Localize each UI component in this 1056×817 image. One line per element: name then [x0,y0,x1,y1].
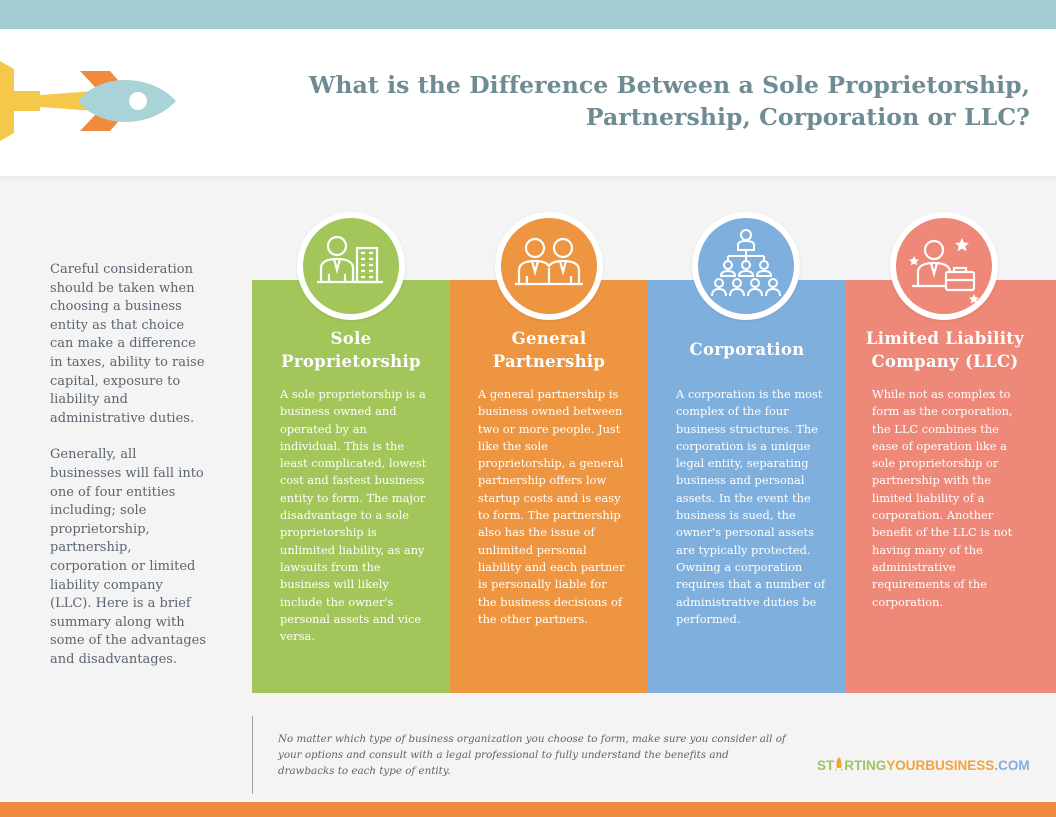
card-corporation: Corporation A corporation is the most co… [648,280,846,693]
header: What is the Difference Between a Sole Pr… [0,29,1056,176]
brand-part-4: BUSINESS [925,758,995,773]
card-title-line-2: Company (LLC) [871,352,1019,371]
card-body: A general partnership is business owned … [478,387,625,626]
entity-cards: Sole Proprietorship A sole proprietorshi… [252,280,1056,693]
card-llc: Limited Liability Company (LLC) While no… [846,280,1056,693]
card-title: Limited Liability Company (LLC) [846,327,1056,373]
card-body: A corporation is the most complex of the… [676,387,826,626]
card-body: While not as complex to form as the corp… [872,387,1013,609]
rocket-icon [0,61,176,141]
footnote: No matter which type of business organiz… [278,733,786,777]
title-line-1: What is the Difference Between a Sole Pr… [308,71,1030,99]
badge-sole-proprietorship [297,212,405,320]
rocket-letter-icon [835,757,844,771]
brand-part-3: YOUR [886,758,926,773]
businessman-briefcase-stars-icon [909,238,979,304]
card-title-line-1: Sole [330,329,372,348]
two-partners-icon [515,237,583,286]
top-band [0,0,1056,29]
card-sole-proprietorship: Sole Proprietorship A sole proprietorshi… [252,280,450,693]
card-body: A sole proprietorship is a business owne… [280,387,427,644]
brand-logo[interactable]: ST RTINGYOURBUSINESS.COM [817,757,1047,775]
card-title: Sole Proprietorship [252,327,450,373]
brand-part-2: RTING [844,758,887,773]
intro-text: Careful consideration should be taken wh… [50,261,208,687]
org-chart-icon [711,229,781,297]
card-title: General Partnership [450,327,648,373]
footnote-divider [252,716,253,794]
card-title-line-2: Partnership [492,352,606,371]
intro-paragraph-1: Careful consideration should be taken wh… [50,262,205,426]
brand-part-5: .COM [994,758,1030,773]
card-title-line-1: Limited Liability [865,329,1025,348]
brand-part-1: ST [817,758,835,773]
card-title-line-2: Proprietorship [281,352,421,371]
page-title: What is the Difference Between a Sole Pr… [250,69,1030,133]
badge-llc [890,212,998,320]
card-title-line-1: Corporation [689,340,805,359]
bottom-band [0,802,1056,817]
intro-paragraph-2: Generally, all businesses will fall into… [50,447,207,667]
card-title: Corporation [648,338,846,361]
title-line-2: Partnership, Corporation or LLC? [585,103,1030,131]
badge-general-partnership [495,212,603,320]
businessman-building-icon [317,235,383,284]
card-general-partnership: General Partnership A general partnershi… [450,280,648,693]
card-title-line-1: General [511,329,587,348]
badge-corporation [692,212,800,320]
